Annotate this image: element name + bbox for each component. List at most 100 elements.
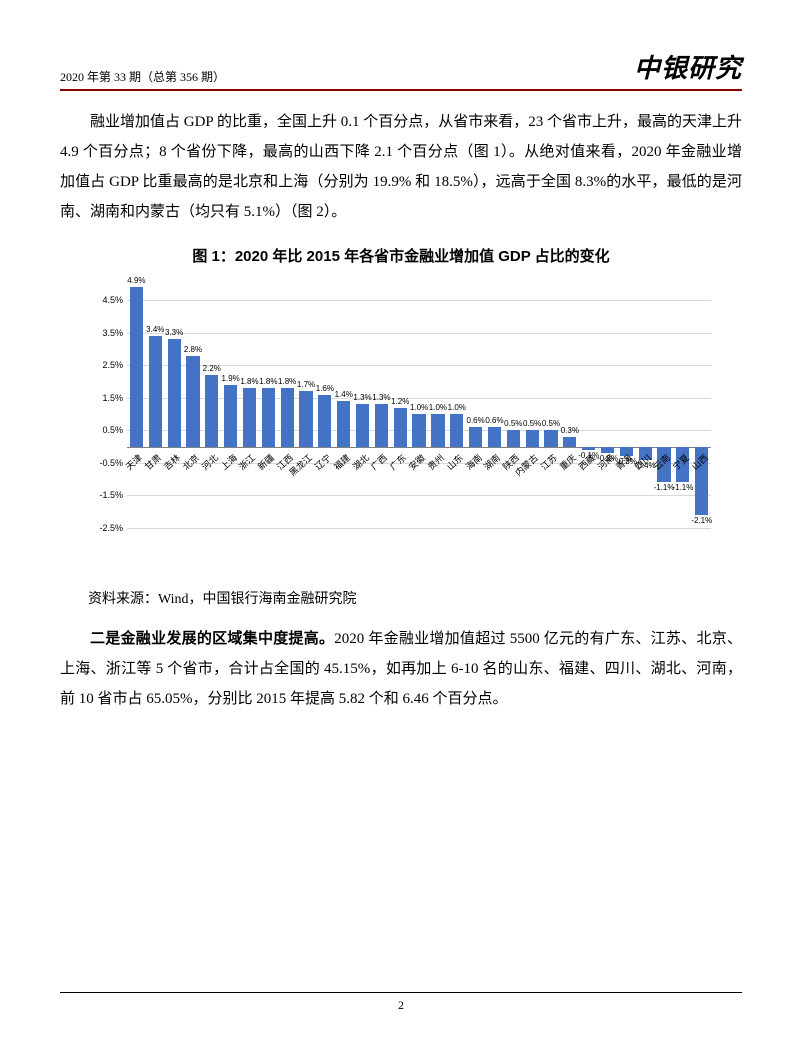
bar-column: 1.9%上海 <box>221 284 240 528</box>
chart-source: 资料来源：Wind，中国银行海南金融研究院 <box>60 588 742 608</box>
bar <box>375 404 388 446</box>
bar-column: 1.3%湖北 <box>353 284 372 528</box>
bar-value-label: 1.8% <box>259 377 277 386</box>
paragraph-1-text: 融业增加值占 GDP 的比重，全国上升 0.1 个百分点，从省市来看，23 个省… <box>60 107 742 227</box>
bar-column: 1.6%辽宁 <box>315 284 334 528</box>
bar-value-label: 0.6% <box>466 416 484 425</box>
header: 2020 年第 33 期（总第 356 期） 中银研究 <box>60 48 742 85</box>
bar-value-label: 2.2% <box>203 364 221 373</box>
bar-column: 0.6%海南 <box>466 284 485 528</box>
y-tick-label: 1.5% <box>83 393 123 403</box>
header-divider <box>60 89 742 91</box>
bar <box>450 414 463 447</box>
bar-value-label: 3.4% <box>146 325 164 334</box>
bar-chart: -2.5% -1.5% -0.5% 0.5% 1.5% 2.5% 3.5% 4.5% 4.9%天… <box>81 276 721 576</box>
bar-column: 2.2%河北 <box>202 284 221 528</box>
gridline <box>127 528 711 529</box>
chart-container: -2.5% -1.5% -0.5% 0.5% 1.5% 2.5% 3.5% 4.5% 4.9%天… <box>60 276 742 576</box>
bar-column: 0.5%江苏 <box>542 284 561 528</box>
plot-area: -2.5%-1.5%-0.5%0.5%1.5%2.5%3.5%4.5%4.9%天… <box>127 284 711 528</box>
bar <box>130 287 143 446</box>
y-tick-label: -2.5% <box>83 523 123 533</box>
bar-value-label: 3.3% <box>165 328 183 337</box>
bar-column: 1.7%黑龙江 <box>297 284 316 528</box>
bar-column: -0.1%西藏 <box>579 284 598 528</box>
bar-column: -2.1%山西 <box>692 284 711 528</box>
bar-column: -1.1%宁夏 <box>673 284 692 528</box>
bar-value-label: -2.1% <box>691 516 712 525</box>
x-tick-label: 福建 <box>330 451 352 473</box>
bar <box>412 414 425 447</box>
bar-value-label: -1.1% <box>672 483 693 492</box>
bar-value-label: 1.3% <box>372 393 390 402</box>
bar-value-label: 0.5% <box>523 419 541 428</box>
bar-column: 1.2%广东 <box>391 284 410 528</box>
paragraph-1: 融业增加值占 GDP 的比重，全国上升 0.1 个百分点，从省市来看，23 个省… <box>60 107 742 227</box>
bar <box>318 395 331 447</box>
bar <box>281 388 294 447</box>
x-tick-label: 山东 <box>443 451 465 473</box>
bar-value-label: 0.5% <box>542 419 560 428</box>
bar-value-label: 1.0% <box>429 403 447 412</box>
bar-value-label: -1.1% <box>654 483 675 492</box>
bar-value-label: 1.8% <box>240 377 258 386</box>
bar-value-label: 0.6% <box>485 416 503 425</box>
bars-row: 4.9%天津3.4%甘肃3.3%吉林2.8%北京2.2%河北1.9%上海1.8%… <box>127 284 711 528</box>
issue-label: 2020 年第 33 期（总第 356 期） <box>60 68 225 85</box>
bar-value-label: 1.2% <box>391 397 409 406</box>
bar <box>469 427 482 447</box>
bar <box>243 388 256 447</box>
bar-value-label: 1.3% <box>353 393 371 402</box>
bar-column: -1.1%云南 <box>655 284 674 528</box>
y-tick-label: 3.5% <box>83 328 123 338</box>
bar-column: 1.3%广西 <box>372 284 391 528</box>
brand-logo: 中银研究 <box>634 48 742 85</box>
bar-column: 1.8%江西 <box>278 284 297 528</box>
bar-value-label: 1.8% <box>278 377 296 386</box>
bar-column: 2.8%北京 <box>184 284 203 528</box>
bar <box>488 427 501 447</box>
bar-column: 3.3%吉林 <box>165 284 184 528</box>
bar-column: 0.5%内蒙古 <box>523 284 542 528</box>
bar <box>544 430 557 446</box>
bar <box>205 375 218 447</box>
bar <box>299 391 312 446</box>
bar-value-label: 1.9% <box>222 374 240 383</box>
bar-column: 3.4%甘肃 <box>146 284 165 528</box>
bar-value-label: 1.0% <box>448 403 466 412</box>
bar <box>168 339 181 446</box>
bar-column: 1.4%福建 <box>334 284 353 528</box>
y-tick-label: -1.5% <box>83 490 123 500</box>
bar-value-label: 1.6% <box>316 384 334 393</box>
bar-column: 0.3%重庆 <box>560 284 579 528</box>
bar-column: 0.5%陕西 <box>504 284 523 528</box>
footer-divider <box>60 992 742 993</box>
bar-column: 1.8%新疆 <box>259 284 278 528</box>
bar <box>356 404 369 446</box>
bar-column: 1.0%安徽 <box>410 284 429 528</box>
bar <box>149 336 162 447</box>
bar-value-label: 1.0% <box>410 403 428 412</box>
y-tick-label: 4.5% <box>83 295 123 305</box>
bar <box>431 414 444 447</box>
bar-column: 1.8%浙江 <box>240 284 259 528</box>
bar-value-label: 0.3% <box>561 426 579 435</box>
bar-column: -0.3%青海 <box>617 284 636 528</box>
bar <box>262 388 275 447</box>
y-tick-label: 2.5% <box>83 360 123 370</box>
bar-value-label: 2.8% <box>184 345 202 354</box>
bar-value-label: 1.4% <box>335 390 353 399</box>
bar-value-label: 1.7% <box>297 380 315 389</box>
bar-value-label: 0.5% <box>504 419 522 428</box>
bar <box>337 401 350 447</box>
page-number: 2 <box>0 998 802 1013</box>
bar <box>186 356 199 447</box>
bar <box>507 430 520 446</box>
x-tick-label: 重庆 <box>556 451 578 473</box>
bar-column: -0.2%河南 <box>598 284 617 528</box>
bar-column: 1.0%贵州 <box>429 284 448 528</box>
chart-title: 图 1：2020 年比 2015 年各省市金融业增加值 GDP 占比的变化 <box>60 245 742 266</box>
y-tick-label: -0.5% <box>83 458 123 468</box>
bar <box>582 447 595 450</box>
y-tick-label: 0.5% <box>83 425 123 435</box>
